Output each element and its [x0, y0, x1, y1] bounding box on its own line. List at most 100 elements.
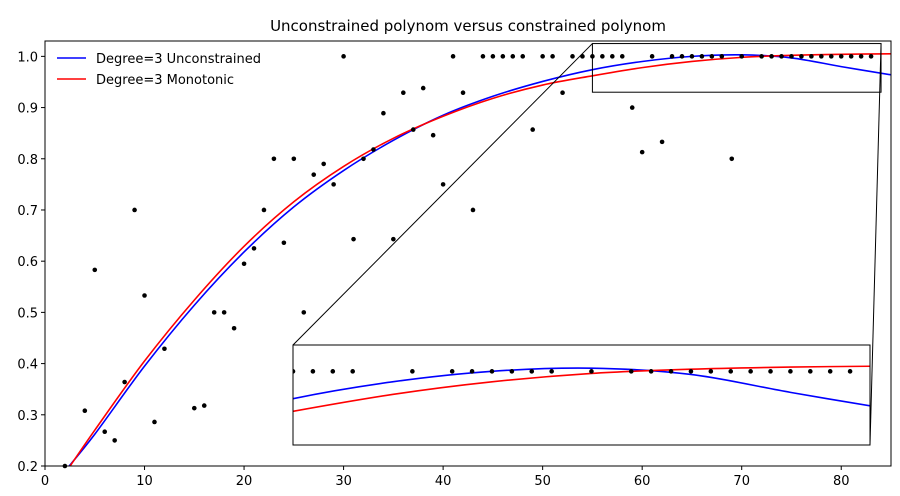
inset-data-point	[310, 369, 316, 374]
data-point	[470, 207, 476, 213]
data-point	[122, 379, 127, 385]
data-point	[709, 54, 715, 59]
inset-data-point	[489, 369, 495, 374]
data-point	[440, 182, 446, 187]
inset-data-point	[92, 369, 97, 374]
data-point	[828, 54, 834, 59]
x-tick-label: 30	[335, 474, 352, 489]
data-point	[410, 127, 416, 132]
data-point	[838, 54, 844, 59]
data-point	[610, 54, 615, 59]
data-point	[779, 54, 784, 59]
inset-series-line-unconstrained	[293, 367, 870, 407]
data-point	[689, 54, 695, 59]
inset-data-point	[708, 369, 714, 374]
inset-data-point	[469, 369, 475, 374]
data-point	[251, 246, 257, 251]
data-point	[261, 207, 267, 213]
data-point	[510, 54, 516, 59]
inset-data-point	[768, 369, 773, 374]
inset-data-point	[211, 369, 216, 374]
x-tick-label: 10	[136, 474, 153, 489]
y-tick-label: 0.5	[17, 306, 38, 321]
y-tick-label: 0.9	[17, 102, 38, 117]
inset-data-point	[251, 369, 256, 374]
zoom-region-box	[591, 43, 882, 93]
legend: Degree=3 Unconstrained Degree=3 Monotonic	[57, 52, 261, 88]
data-point	[500, 54, 506, 59]
data-point	[241, 261, 247, 267]
data-point	[271, 156, 277, 162]
x-tick-label: 70	[733, 474, 750, 489]
inset-data-point	[788, 369, 793, 374]
data-point	[102, 429, 108, 434]
data-point	[729, 156, 735, 162]
data-point	[769, 54, 774, 59]
data-point	[281, 240, 287, 246]
data-point	[420, 85, 426, 91]
inset-frame	[292, 344, 871, 446]
data-point	[560, 90, 565, 96]
inset-data-point	[728, 369, 734, 374]
data-point	[162, 346, 167, 352]
inset-data-point	[12, 369, 17, 374]
inset-data-point	[688, 369, 694, 374]
zoom-connector-line	[292, 43, 593, 346]
data-point	[351, 236, 356, 242]
x-tick-label: 40	[435, 474, 452, 489]
data-point	[231, 325, 237, 331]
data-point	[659, 139, 665, 145]
inset-data-point	[847, 369, 853, 374]
inset-data-point	[72, 369, 77, 374]
data-point	[619, 54, 625, 59]
inset-background	[293, 345, 870, 445]
inset-data-point	[410, 369, 415, 374]
data-point	[520, 54, 526, 59]
data-point	[211, 310, 217, 315]
inset-data-point	[648, 369, 654, 374]
inset-plot	[12, 365, 870, 413]
inset-data-point	[271, 369, 276, 374]
data-point	[381, 110, 386, 116]
x-tick-label: 0	[41, 474, 49, 489]
data-point	[739, 54, 745, 59]
data-point	[530, 127, 535, 132]
y-tick-label: 0.7	[17, 204, 38, 219]
inset-data-point	[330, 369, 336, 374]
data-point	[152, 419, 157, 425]
inset-data-point	[293, 369, 296, 374]
axes-frame	[44, 40, 892, 467]
data-point	[480, 54, 486, 59]
data-point	[321, 161, 326, 167]
inset-data-point	[449, 369, 455, 374]
inset-data-point	[191, 369, 196, 374]
x-tick-label: 80	[833, 474, 850, 489]
y-tick-label: 0.4	[17, 358, 38, 373]
data-point	[679, 54, 685, 59]
x-tick-label: 20	[236, 474, 253, 489]
data-point	[629, 105, 635, 110]
data-point	[191, 405, 197, 411]
data-point	[301, 310, 307, 315]
y-tick-label: 0.8	[17, 153, 38, 168]
tick-group: 0 10 20 30 40 50 60 70 80 0.2 0.3 0.4 0.5 0.6 0.7 0.8 0.…	[17, 50, 849, 489]
data-point	[291, 156, 297, 162]
data-point	[460, 90, 466, 96]
data-point	[92, 267, 98, 273]
data-point	[142, 293, 147, 298]
data-point	[391, 236, 396, 242]
legend-label: Degree=3 Unconstrained	[96, 52, 261, 67]
data-point	[719, 54, 725, 59]
y-tick-label: 0.2	[17, 460, 38, 475]
inset-data-point	[112, 369, 117, 374]
data-point	[82, 408, 88, 413]
data-point	[819, 54, 824, 59]
y-tick-label: 1.0	[17, 50, 38, 65]
data-point	[570, 54, 575, 59]
data-point	[450, 54, 456, 59]
inset-data-point	[748, 369, 753, 374]
data-point	[669, 54, 675, 59]
data-point	[759, 54, 764, 59]
inset-data-point	[808, 369, 813, 374]
data-point	[371, 147, 376, 152]
